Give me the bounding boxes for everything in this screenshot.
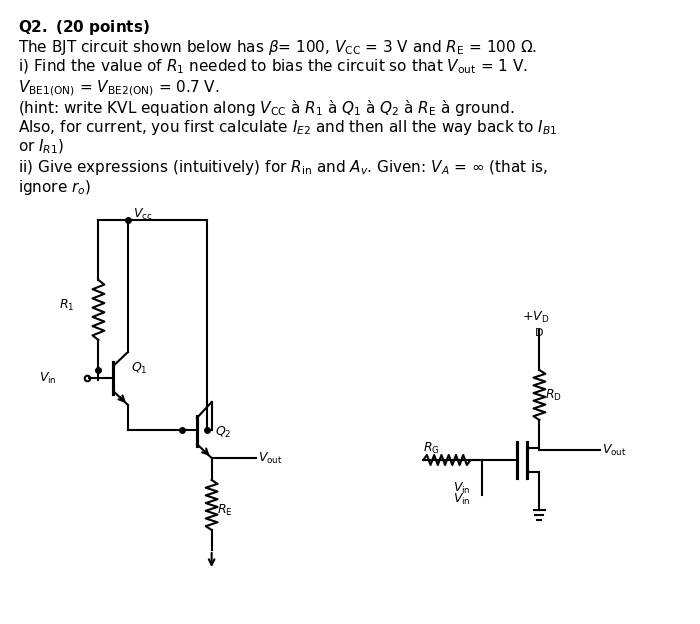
Text: $V_{\rm in}$: $V_{\rm in}$: [453, 492, 470, 507]
Text: $Q_2$: $Q_2$: [215, 424, 231, 439]
Text: (hint: write KVL equation along $V_{\rm CC}$ à $R_1$ à $Q_1$ à $Q_2$ à $R_{\rm E: (hint: write KVL equation along $V_{\rm …: [18, 98, 514, 118]
Text: $R_{\rm E}$: $R_{\rm E}$: [216, 502, 232, 517]
Text: $V_{\rm out}$: $V_{\rm out}$: [258, 451, 283, 466]
Text: $V_{\rm in}$: $V_{\rm in}$: [39, 371, 57, 386]
Text: $\mathbf{Q2.\ (20\ points)}$: $\mathbf{Q2.\ (20\ points)}$: [18, 18, 150, 37]
Text: ii) Give expressions (intuitively) for $R_{\rm in}$ and $A_v$. Given: $V_A$ = $\: ii) Give expressions (intuitively) for $…: [18, 158, 548, 177]
Text: $Q_1$: $Q_1$: [131, 361, 148, 376]
Text: i) Find the value of $R_1$ needed to bias the circuit so that $V_{\rm out}$ = 1 : i) Find the value of $R_1$ needed to bia…: [18, 58, 528, 76]
Text: $R_1$: $R_1$: [59, 298, 74, 313]
Text: $+V_{\rm D}$: $+V_{\rm D}$: [522, 310, 549, 325]
Text: The BJT circuit shown below has $\beta$= 100, $V_{\rm CC}$ = 3 V and $R_{\rm E}$: The BJT circuit shown below has $\beta$=…: [18, 38, 537, 57]
Text: $V_{\rm out}$: $V_{\rm out}$: [603, 442, 627, 457]
Text: $V_{\rm BE1(ON)}$ = $V_{\rm BE2(ON)}$ = 0.7 V.: $V_{\rm BE1(ON)}$ = $V_{\rm BE2(ON)}$ = …: [18, 78, 219, 97]
Text: Also, for current, you first calculate $I_{E2}$ and then all the way back to $I_: Also, for current, you first calculate $…: [18, 118, 557, 137]
Text: $R_{\rm G}$: $R_{\rm G}$: [424, 441, 440, 456]
Text: $R_{\rm D}$: $R_{\rm D}$: [545, 388, 562, 402]
Text: or $I_{R1}$): or $I_{R1}$): [18, 138, 64, 157]
Text: $V_{\rm in}$: $V_{\rm in}$: [453, 480, 470, 495]
Text: $V_{\rm cc}$: $V_{\rm cc}$: [133, 207, 153, 222]
Text: D: D: [535, 328, 543, 338]
Text: ignore $r_o$): ignore $r_o$): [18, 178, 91, 197]
